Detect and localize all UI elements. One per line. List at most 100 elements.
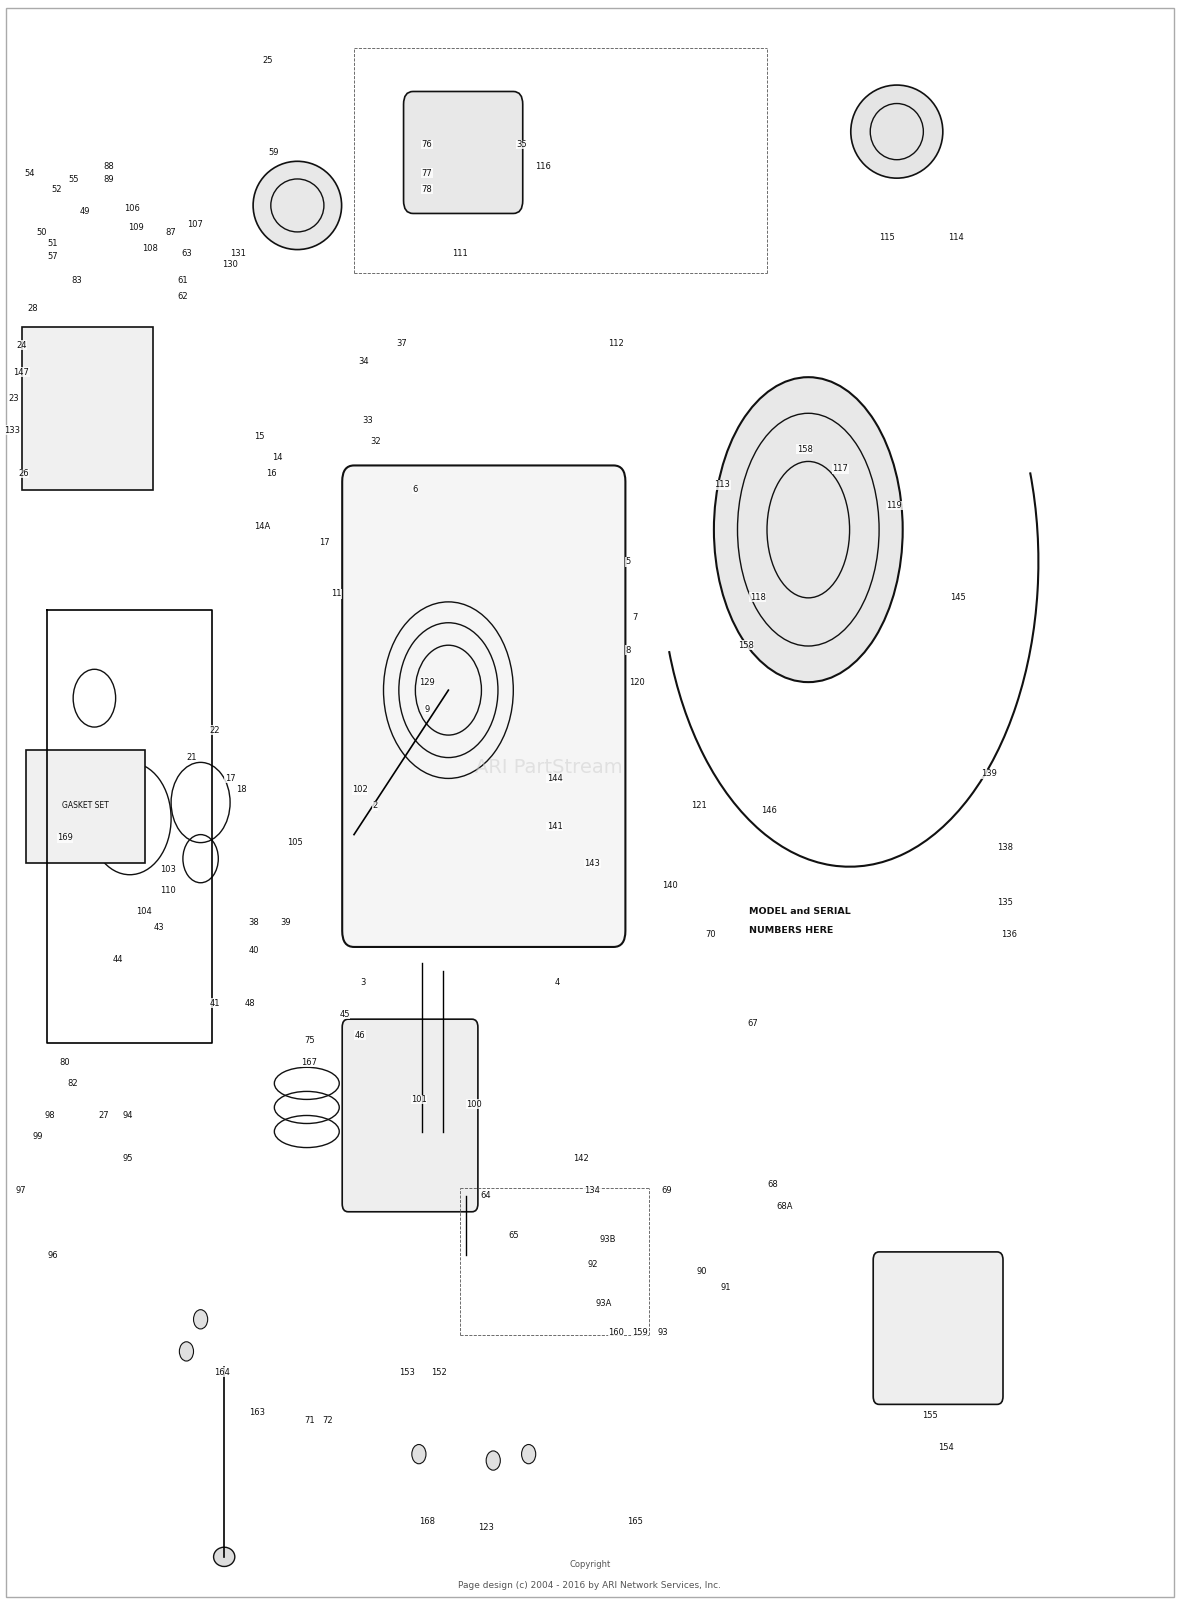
- Text: 63: 63: [181, 249, 192, 258]
- Text: 72: 72: [322, 1416, 334, 1425]
- Ellipse shape: [412, 1444, 426, 1464]
- Text: 95: 95: [123, 1154, 132, 1164]
- Text: 110: 110: [159, 886, 176, 896]
- Text: 154: 154: [938, 1443, 955, 1453]
- Text: 101: 101: [411, 1095, 427, 1104]
- Text: 24: 24: [17, 340, 26, 350]
- Text: 133: 133: [4, 425, 20, 435]
- Text: GASKET SET: GASKET SET: [61, 801, 109, 811]
- Text: 142: 142: [572, 1154, 589, 1164]
- Text: 23: 23: [8, 393, 20, 403]
- Text: 17: 17: [224, 774, 236, 783]
- Ellipse shape: [522, 1444, 536, 1464]
- Ellipse shape: [253, 162, 342, 250]
- Text: 165: 165: [627, 1517, 643, 1526]
- Text: 134: 134: [584, 1186, 601, 1196]
- Text: 48: 48: [244, 998, 256, 1008]
- Text: 17: 17: [319, 538, 330, 547]
- Text: 69: 69: [661, 1186, 673, 1196]
- Text: 57: 57: [47, 252, 59, 262]
- Text: 99: 99: [33, 1132, 42, 1141]
- Text: 18: 18: [236, 785, 248, 794]
- Text: 35: 35: [516, 140, 527, 149]
- Text: 44: 44: [113, 955, 123, 965]
- Text: 152: 152: [431, 1367, 447, 1377]
- Text: 43: 43: [153, 923, 165, 933]
- Ellipse shape: [214, 1547, 235, 1566]
- Text: 67: 67: [747, 1019, 759, 1029]
- Text: 120: 120: [629, 677, 645, 687]
- Text: 145: 145: [950, 592, 966, 602]
- Text: 6: 6: [413, 485, 418, 494]
- Text: 88: 88: [103, 162, 114, 172]
- Text: 68: 68: [767, 1180, 779, 1189]
- Text: 64: 64: [480, 1191, 492, 1201]
- Text: 80: 80: [59, 1058, 71, 1067]
- Text: 136: 136: [1001, 929, 1017, 939]
- Text: 139: 139: [981, 769, 997, 778]
- Text: 82: 82: [67, 1079, 79, 1088]
- FancyBboxPatch shape: [22, 327, 153, 490]
- Ellipse shape: [851, 85, 943, 178]
- Text: 14A: 14A: [254, 522, 270, 531]
- Text: 107: 107: [186, 220, 203, 230]
- Text: 155: 155: [922, 1411, 938, 1420]
- Text: 167: 167: [301, 1058, 317, 1067]
- Text: 103: 103: [159, 865, 176, 875]
- Text: 33: 33: [362, 416, 374, 425]
- Text: 76: 76: [421, 140, 433, 149]
- Text: 135: 135: [997, 897, 1014, 907]
- Text: 41: 41: [210, 998, 219, 1008]
- Text: 121: 121: [690, 801, 707, 811]
- Text: 32: 32: [369, 437, 381, 446]
- Text: 146: 146: [761, 806, 778, 815]
- Text: 118: 118: [749, 592, 766, 602]
- Text: 59: 59: [269, 148, 278, 157]
- Text: 116: 116: [535, 162, 551, 172]
- Text: 141: 141: [546, 822, 563, 831]
- Text: 93: 93: [657, 1327, 669, 1337]
- Text: 14: 14: [273, 453, 282, 462]
- Text: 52: 52: [52, 185, 61, 194]
- Text: 68A: 68A: [776, 1202, 793, 1212]
- Text: 92: 92: [588, 1260, 597, 1270]
- Text: 168: 168: [419, 1517, 435, 1526]
- Text: 105: 105: [287, 838, 303, 847]
- Text: 106: 106: [124, 204, 140, 213]
- Text: 25: 25: [263, 56, 273, 66]
- Text: 115: 115: [879, 233, 896, 242]
- Text: 3: 3: [361, 977, 366, 987]
- Text: 159: 159: [631, 1327, 648, 1337]
- Text: 65: 65: [507, 1231, 519, 1241]
- Text: 164: 164: [214, 1367, 230, 1377]
- Text: 94: 94: [123, 1111, 132, 1120]
- Text: 158: 158: [796, 445, 813, 454]
- Text: 96: 96: [47, 1250, 59, 1260]
- Text: 109: 109: [127, 223, 144, 233]
- Text: 90: 90: [697, 1266, 707, 1276]
- Text: 114: 114: [948, 233, 964, 242]
- Text: 15: 15: [255, 432, 264, 441]
- Text: 89: 89: [103, 175, 114, 185]
- Text: 104: 104: [136, 907, 152, 916]
- Text: 50: 50: [37, 228, 46, 238]
- Text: 21: 21: [186, 753, 196, 762]
- Text: 38: 38: [248, 918, 260, 928]
- Text: 71: 71: [303, 1416, 315, 1425]
- Text: 51: 51: [48, 239, 58, 249]
- Text: 123: 123: [478, 1523, 494, 1533]
- Text: 16: 16: [266, 469, 277, 478]
- Text: 2: 2: [373, 801, 378, 811]
- Text: 22: 22: [210, 725, 219, 735]
- Text: 163: 163: [249, 1408, 266, 1417]
- Text: ARI PartStream: ARI PartStream: [474, 758, 623, 777]
- Text: 62: 62: [177, 292, 189, 302]
- Text: 138: 138: [997, 843, 1014, 852]
- Text: 11: 11: [332, 589, 341, 599]
- Text: 144: 144: [546, 774, 563, 783]
- Text: 26: 26: [18, 469, 30, 478]
- Text: 111: 111: [452, 249, 468, 258]
- FancyBboxPatch shape: [342, 465, 625, 947]
- FancyBboxPatch shape: [404, 91, 523, 213]
- Text: 98: 98: [44, 1111, 55, 1120]
